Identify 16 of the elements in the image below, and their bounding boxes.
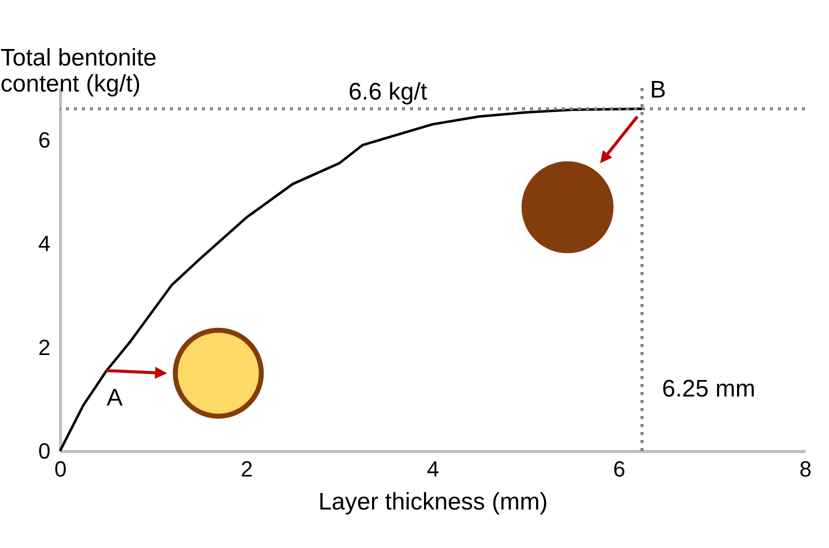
ref-line-label: 6.6 kg/t: [348, 78, 428, 106]
x-tick-label: 8: [799, 456, 812, 482]
y-tick-label: 6: [38, 127, 50, 152]
y-tick-label: 0: [38, 438, 50, 464]
y-axis-title: Total bentonite content (kg/t): [0, 44, 157, 98]
y-tick-label: 4: [38, 231, 50, 256]
line-series: [58, 107, 644, 452]
x-tick-label: 6: [613, 456, 626, 482]
annotation: A: [106, 384, 123, 412]
x-tick-label: 0: [54, 456, 67, 482]
x-tick-label: 4: [426, 456, 440, 482]
y-tick-label: 2: [38, 334, 50, 360]
x-tick-label: 2: [240, 456, 253, 482]
x-axis-title: Layer thickness (mm): [318, 488, 548, 516]
annotation: B: [650, 76, 666, 104]
ref-line-label: 6.25 mm: [662, 375, 756, 402]
